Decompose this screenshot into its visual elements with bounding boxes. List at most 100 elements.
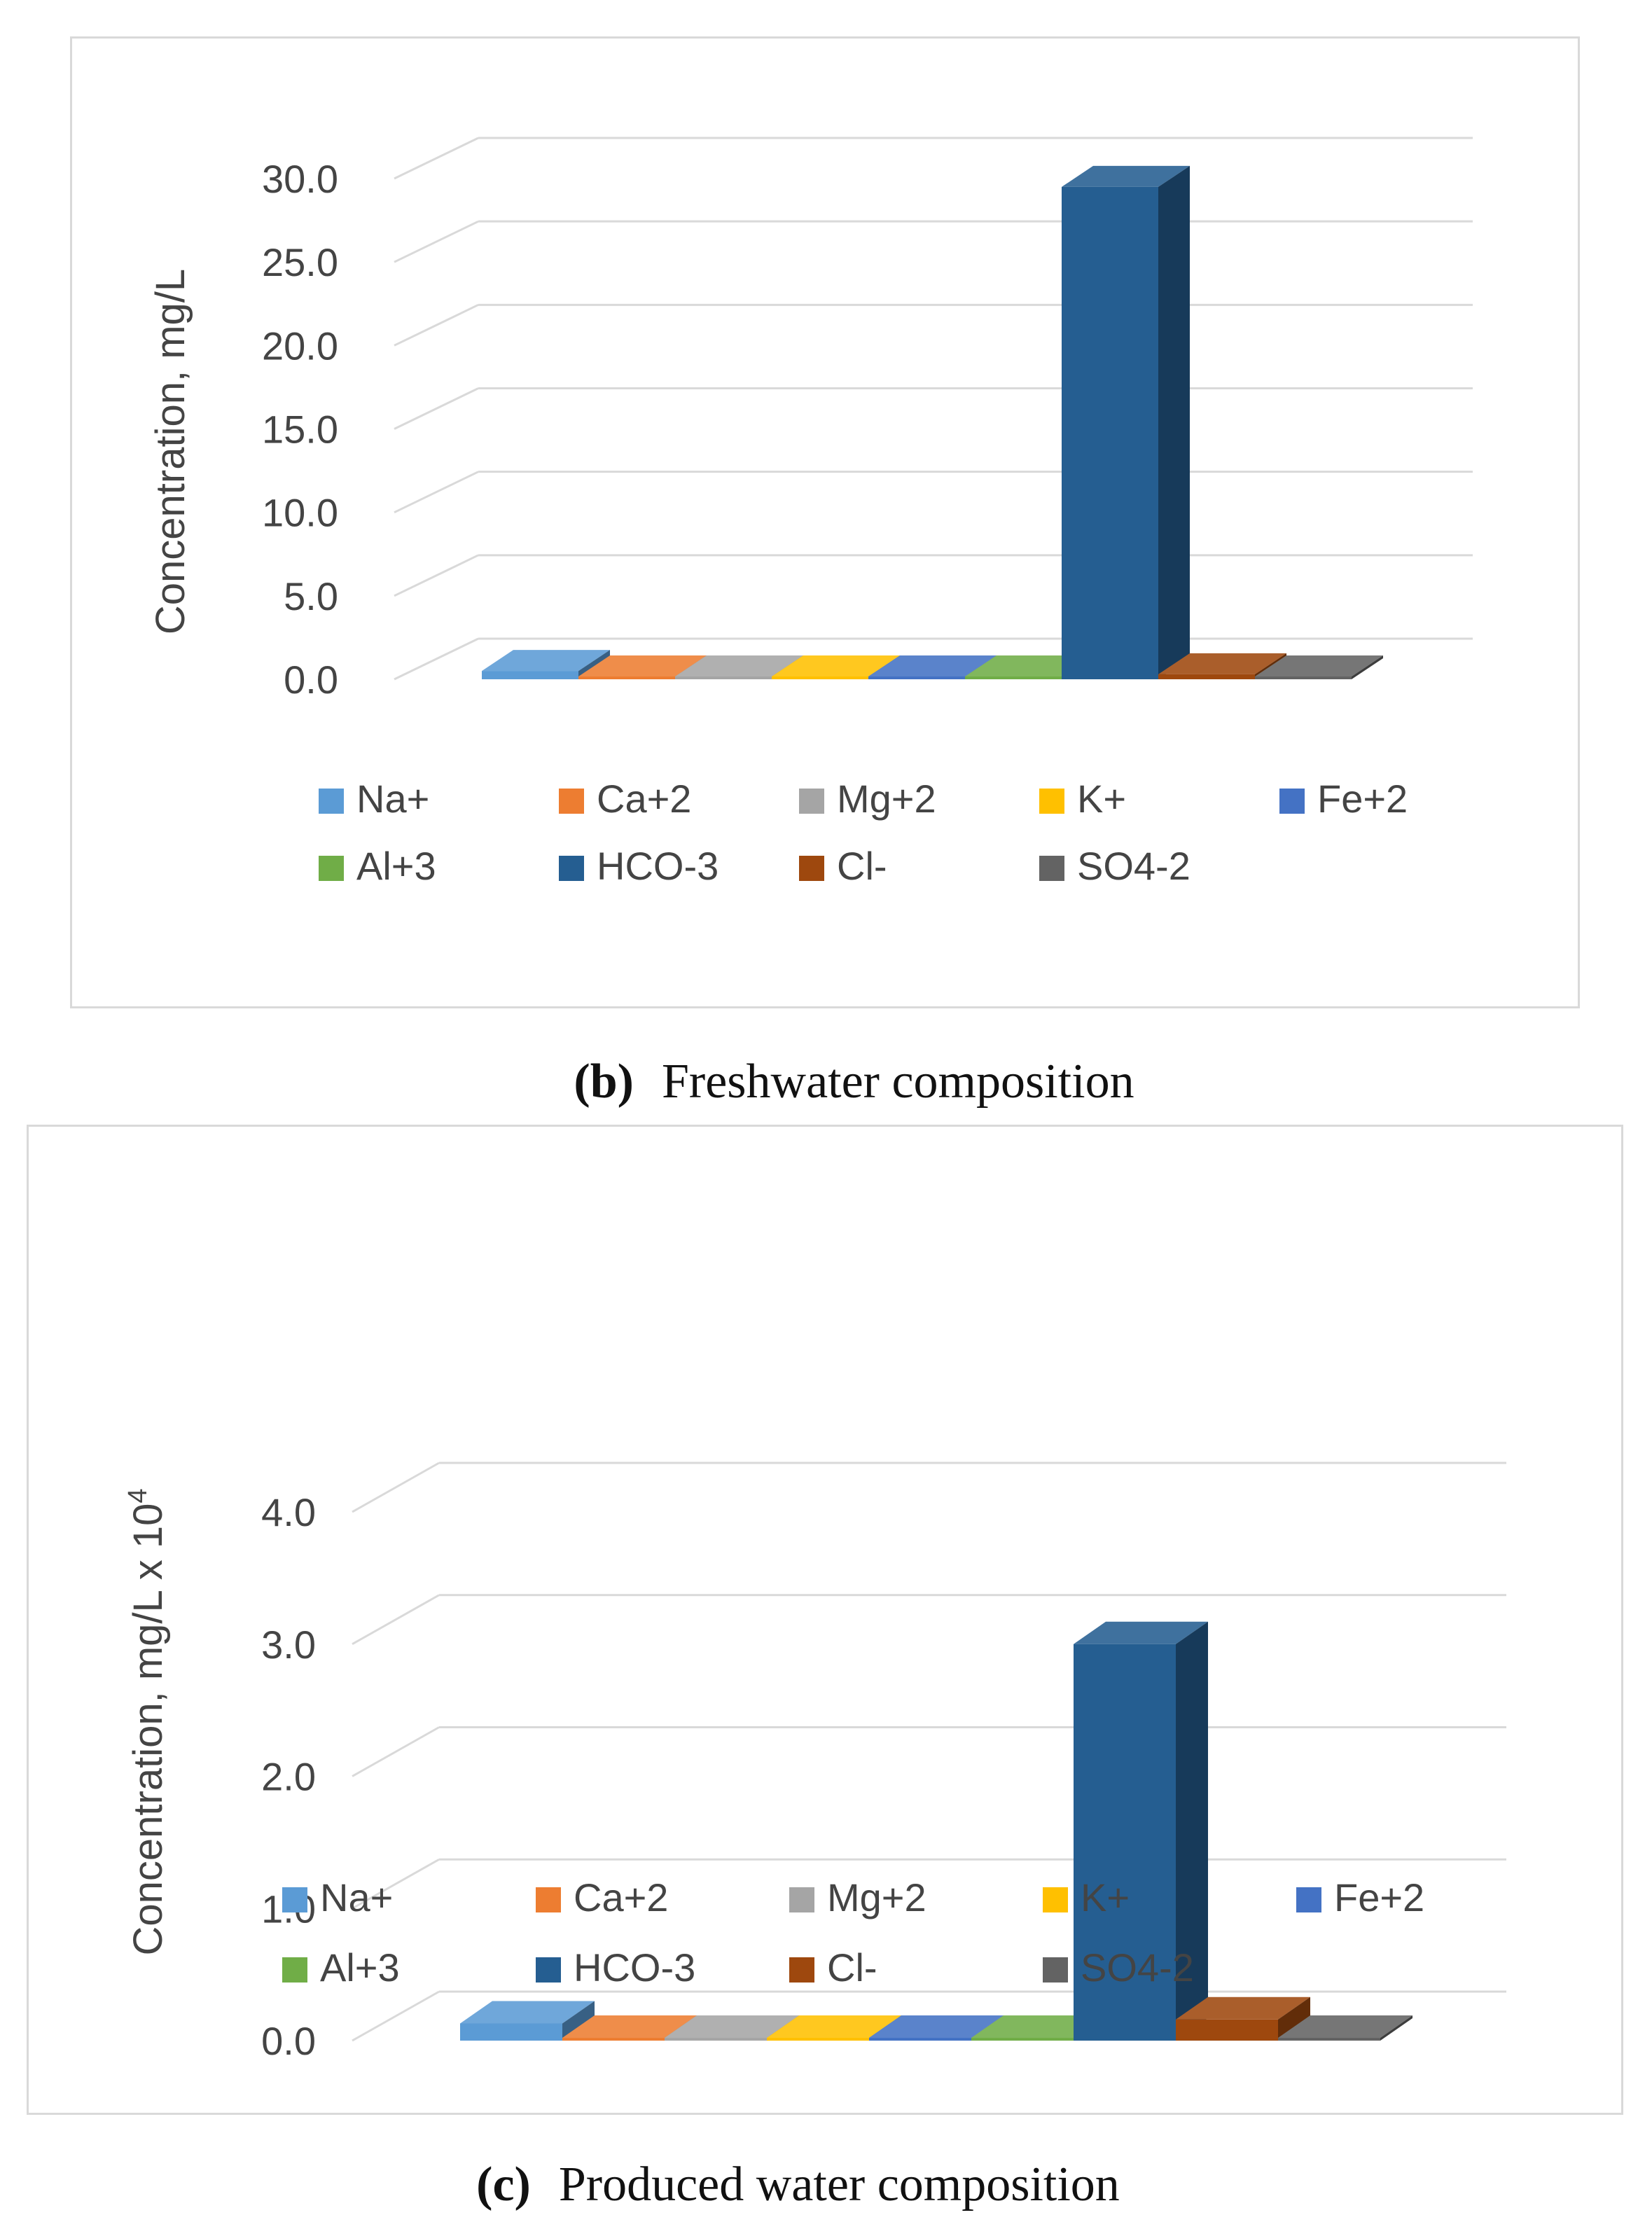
legend-item-al-3: Al+3 — [319, 844, 436, 888]
bar-top — [1062, 165, 1190, 187]
legend-item-k: K+ — [1043, 1875, 1130, 1919]
legend-label: K+ — [1077, 777, 1126, 821]
bar-top — [1255, 655, 1383, 676]
legend-swatch — [1043, 1887, 1068, 1912]
caption-text-c: Produced water composition — [558, 2158, 1120, 2211]
legend-swatch — [319, 789, 344, 814]
legend-item-hco-3: HCO-3 — [559, 844, 719, 888]
legend-swatch — [319, 856, 344, 881]
bar-top — [767, 2015, 901, 2038]
legend-label: Na+ — [320, 1875, 393, 1919]
y-tick-label: 15.0 — [262, 408, 338, 452]
bar-top — [1158, 653, 1286, 674]
bar-top — [562, 2015, 697, 2038]
bar-side — [1176, 1621, 1208, 2041]
legend-swatch — [789, 1887, 814, 1912]
caption-text-b: Freshwater composition — [661, 1055, 1134, 1109]
bar-front — [1158, 674, 1255, 679]
legend-swatch — [799, 789, 824, 814]
gridline-diagonal — [394, 637, 479, 681]
legend-item-k: K+ — [1039, 777, 1126, 821]
bar-so4-2 — [1278, 2015, 1412, 2041]
legend-swatch — [1279, 789, 1305, 814]
legend-item-mg-2: Mg+2 — [789, 1875, 926, 1919]
bar-front — [868, 676, 965, 679]
bar-top — [482, 650, 610, 672]
y-tick-label: 30.0 — [262, 157, 338, 201]
legend-label: Fe+2 — [1317, 777, 1408, 821]
gridline-1 — [394, 554, 1473, 597]
bar-front — [1255, 676, 1352, 679]
caption-produced-water: (c) Produced water composition — [0, 2157, 1624, 2213]
gridline-1 — [352, 1858, 1506, 1910]
gridline-diagonal — [394, 137, 479, 180]
gridline-3 — [352, 1594, 1506, 1646]
bar-side — [1278, 1997, 1310, 2041]
y-tick-label: 5.0 — [284, 574, 338, 618]
bar-na — [460, 2001, 595, 2041]
legend-item-hco-3: HCO-3 — [536, 1945, 695, 1990]
gridline-diagonal — [352, 1594, 440, 1646]
legend-label: Al+3 — [320, 1945, 400, 1990]
bar-front — [482, 671, 578, 679]
legend-item-na: Na+ — [282, 1875, 393, 1919]
bar-top — [460, 2001, 595, 2024]
bar-hco-3 — [1062, 165, 1190, 679]
legend-item-fe-2: Fe+2 — [1296, 1875, 1424, 1919]
gridline-diagonal — [394, 554, 479, 597]
bar-front — [562, 2038, 665, 2041]
bar-side — [1380, 2015, 1412, 2041]
gridline-6 — [394, 137, 1473, 180]
legend-swatch — [789, 1957, 814, 1983]
bar-front — [460, 2023, 562, 2041]
bar-top — [868, 655, 997, 676]
bar-side — [1158, 165, 1190, 679]
bar-front — [965, 676, 1062, 679]
legend-swatch — [282, 1957, 307, 1983]
y-tick-label: 0.0 — [261, 2019, 316, 2063]
legend-label: Na+ — [356, 777, 429, 821]
bar-front — [1278, 2038, 1380, 2041]
bar-top — [578, 655, 707, 676]
bar-cl — [1176, 1997, 1310, 2041]
gridline-diagonal — [352, 1461, 440, 1513]
legend-label: Ca+2 — [574, 1875, 668, 1919]
legend-item-na: Na+ — [319, 777, 429, 821]
bar-top — [772, 655, 900, 676]
legend-label: Cl- — [837, 844, 887, 888]
legend-item-mg-2: Mg+2 — [799, 777, 936, 821]
gridline-0 — [352, 1990, 1506, 2042]
gridline-diagonal — [352, 1726, 440, 1777]
legend-swatch — [799, 856, 824, 881]
legend-swatch — [1039, 856, 1064, 881]
caption-label-c: (c) — [476, 2158, 531, 2211]
y-tick-label: 10.0 — [262, 491, 338, 535]
gridline-diagonal — [352, 1858, 440, 1910]
gridline-2 — [394, 471, 1473, 514]
legend-label: Al+3 — [356, 844, 436, 888]
gridline-diagonal — [394, 471, 479, 514]
gridline-4 — [352, 1461, 1506, 1513]
gridline-4 — [394, 303, 1473, 347]
y-tick-label: 2.0 — [261, 1755, 316, 1799]
y-tick-label: 0.0 — [284, 658, 338, 702]
gridline-0 — [394, 637, 1473, 681]
bar-front — [869, 2038, 971, 2041]
bar-front — [1074, 1644, 1176, 2041]
caption-freshwater: (b) Freshwater composition — [28, 1054, 1652, 1110]
bar-front — [675, 676, 772, 679]
y-tick-label: 3.0 — [261, 1623, 316, 1667]
y-axis-title: Concentration, mg/L — [148, 269, 193, 634]
y-tick-label: 25.0 — [262, 240, 338, 284]
legend-swatch — [1296, 1887, 1321, 1912]
chart-panel-freshwater: 0.0 5.0 10.0 15.0 20.0 25.0 30.0 Concentration,… — [70, 36, 1580, 1008]
bar-front — [578, 676, 675, 679]
legend-label: HCO-3 — [574, 1945, 695, 1990]
legend-item-al-3: Al+3 — [282, 1945, 400, 1990]
y-axis-title-superscript: 4 — [123, 1488, 153, 1503]
legend-item-ca-2: Ca+2 — [559, 777, 691, 821]
legend-label: K+ — [1081, 1875, 1130, 1919]
gridline-diagonal — [352, 1990, 440, 2042]
